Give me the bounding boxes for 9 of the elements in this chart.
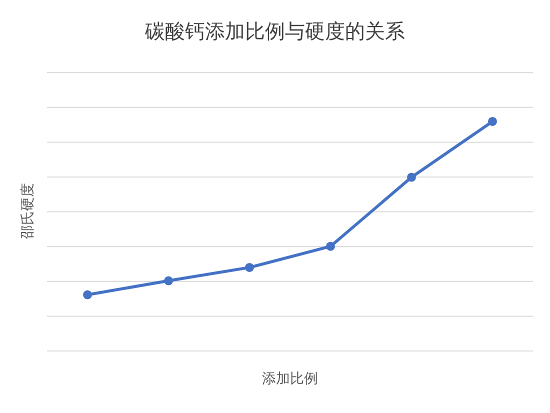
y-axis-title: 邵氏硬度 — [20, 183, 36, 239]
point — [245, 262, 254, 272]
point — [83, 290, 92, 300]
point — [407, 172, 416, 182]
chart-title: 碳酸钙添加比例与硬度的关系 — [144, 19, 405, 43]
point — [488, 116, 497, 126]
point — [164, 276, 173, 286]
x-axis-title: 添加比例 — [262, 371, 318, 387]
point — [326, 242, 335, 251]
